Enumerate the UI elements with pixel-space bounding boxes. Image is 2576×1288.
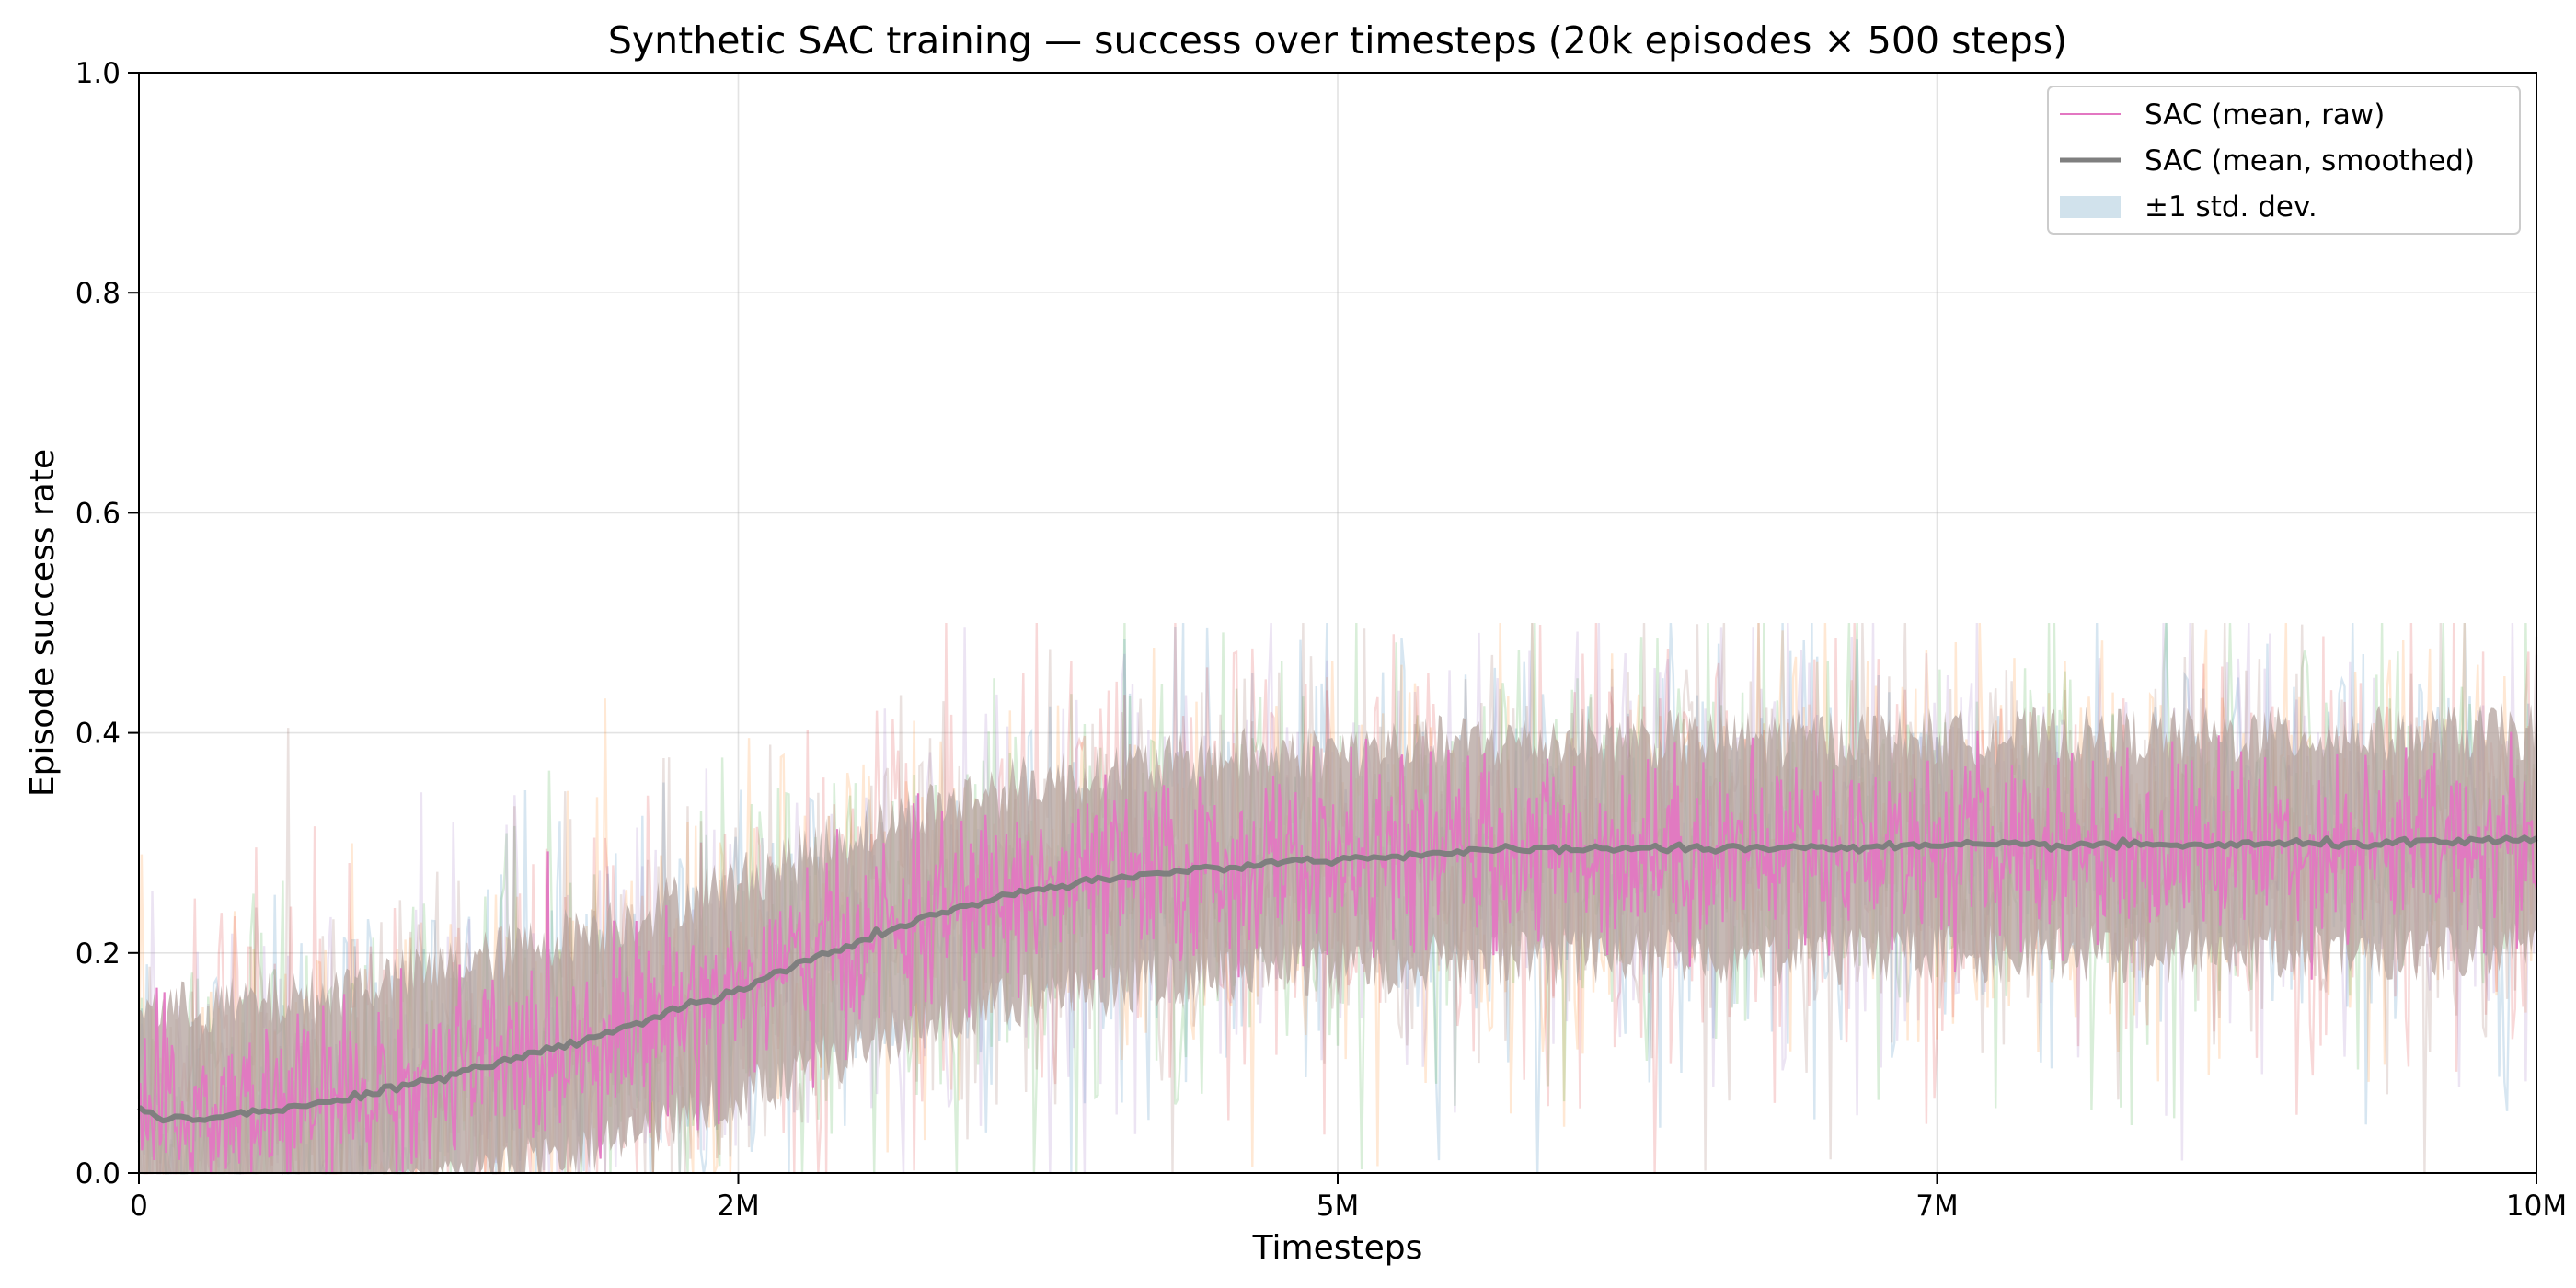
legend-label: ±1 std. dev. [2145, 190, 2317, 224]
x-axis-label: Timesteps [1252, 1229, 1423, 1267]
x-tick-label: 5M [1317, 1190, 1359, 1223]
y-tick-label: 0.6 [75, 497, 121, 530]
legend-label: SAC (mean, smoothed) [2145, 144, 2475, 178]
data-layer [137, 622, 2538, 1177]
smoothed-mean-line [137, 834, 2538, 1124]
y-tick-label: 0.2 [75, 937, 121, 971]
y-axis: 0.0 0.2 0.4 0.6 0.8 1.0 [75, 57, 139, 1190]
chart-title: Synthetic SAC training — success over ti… [608, 18, 2067, 63]
x-tick-label: 2M [717, 1190, 759, 1223]
x-tick-label: 0 [130, 1190, 148, 1223]
legend-swatch-std-band [2060, 196, 2121, 218]
y-tick-label: 0.4 [75, 718, 121, 751]
std-dev-band [139, 703, 2536, 1173]
y-axis-label: Episode success rate [24, 449, 62, 797]
legend-box [2047, 86, 2521, 235]
std-dev-band-tint [139, 703, 2536, 1173]
x-axis: 0 2M 5M 7M 10M [130, 1173, 2567, 1223]
y-tick-label: 0.8 [75, 277, 121, 310]
legend: SAC (mean, raw) SAC (mean, smoothed) ±1 st… [2047, 86, 2521, 235]
legend-label: SAC (mean, raw) [2145, 98, 2385, 132]
y-tick-label: 1.0 [75, 57, 121, 90]
x-tick-label: 7M [1915, 1190, 1958, 1223]
y-tick-label: 0.0 [75, 1157, 121, 1190]
x-tick-label: 10M [2506, 1190, 2567, 1223]
